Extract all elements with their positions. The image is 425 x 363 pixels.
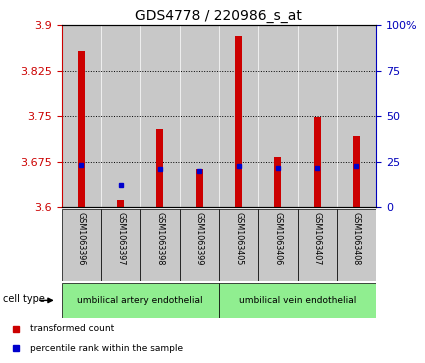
Bar — [117, 200, 124, 207]
Title: GDS4778 / 220986_s_at: GDS4778 / 220986_s_at — [136, 9, 302, 23]
Bar — [196, 169, 203, 207]
Text: GSM1063396: GSM1063396 — [77, 212, 86, 266]
Bar — [219, 209, 258, 281]
Bar — [62, 25, 101, 207]
Bar — [101, 209, 140, 281]
Bar — [219, 283, 376, 318]
Bar — [337, 25, 376, 207]
Text: GSM1063408: GSM1063408 — [352, 212, 361, 266]
Bar — [337, 209, 376, 281]
Text: GSM1063399: GSM1063399 — [195, 212, 204, 266]
Bar — [258, 25, 297, 207]
Bar — [140, 25, 179, 207]
Bar — [140, 209, 179, 281]
Text: umbilical artery endothelial: umbilical artery endothelial — [77, 296, 203, 305]
Bar — [78, 51, 85, 207]
Text: GSM1063397: GSM1063397 — [116, 212, 125, 266]
Text: transformed count: transformed count — [31, 324, 115, 333]
Text: GSM1063398: GSM1063398 — [156, 212, 164, 266]
Text: GSM1063406: GSM1063406 — [273, 212, 282, 266]
Bar — [101, 25, 140, 207]
Text: cell type: cell type — [3, 294, 45, 304]
Bar — [314, 117, 321, 207]
Text: GSM1063405: GSM1063405 — [234, 212, 243, 266]
Bar — [62, 209, 101, 281]
Bar — [219, 25, 258, 207]
Text: GSM1063407: GSM1063407 — [313, 212, 322, 266]
Bar — [62, 283, 219, 318]
Bar — [258, 209, 297, 281]
Bar — [298, 209, 337, 281]
Text: umbilical vein endothelial: umbilical vein endothelial — [239, 296, 356, 305]
Bar — [235, 36, 242, 207]
Bar — [298, 25, 337, 207]
Bar — [274, 157, 281, 207]
Bar — [156, 130, 164, 207]
Text: percentile rank within the sample: percentile rank within the sample — [31, 344, 184, 353]
Bar — [179, 209, 219, 281]
Bar — [179, 25, 219, 207]
Bar — [353, 136, 360, 207]
